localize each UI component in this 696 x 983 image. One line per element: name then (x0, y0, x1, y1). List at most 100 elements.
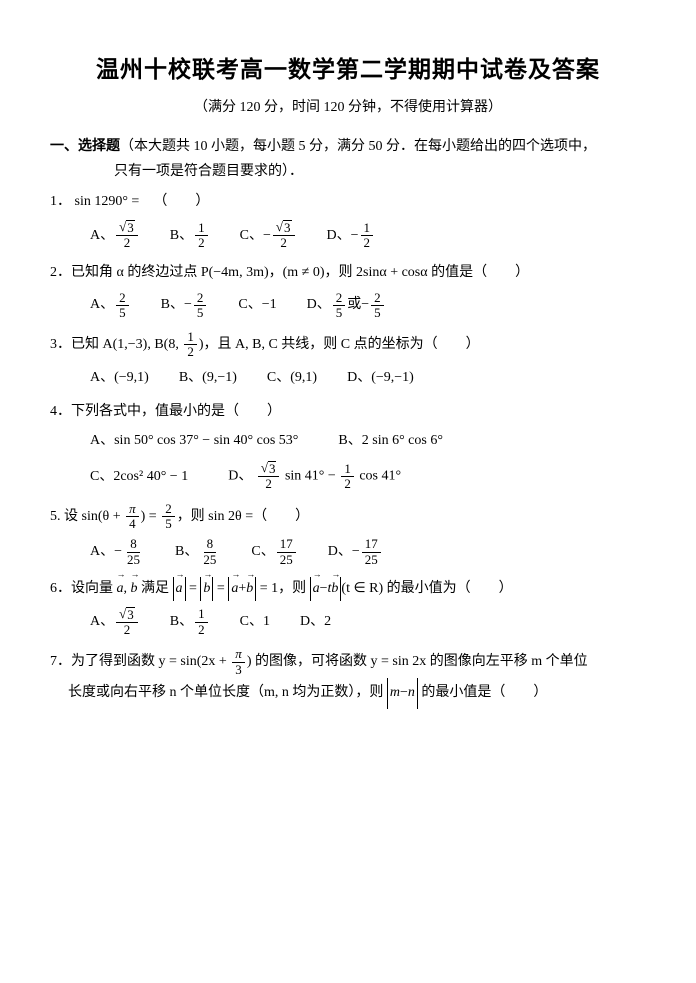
q2-options: A、 25 B、 −25 C、−1 D、 25 或 −25 (50, 291, 646, 321)
q6-mid1: 满足 (138, 581, 173, 596)
q5-options: A、 −825 B、 825 C、 1725 D、 −1725 (50, 537, 646, 567)
q5-stem-post: ，则 sin 2θ =（ ） (177, 509, 309, 524)
neg-frac-icon: −32 (263, 220, 297, 251)
post-text: cos 41° (359, 469, 401, 484)
question-3: 3．已知 A(1,−3), B(8, 12)，且 A, B, C 共线，则 C … (50, 330, 646, 389)
abs-icon: a−tb (310, 577, 342, 601)
label-b: B、 (170, 224, 193, 248)
q1-body: 1． sin 1290° = （ ） (50, 190, 646, 214)
q4-opt-a: A、sin 50° cos 37° − sin 40° cos 53° (90, 429, 298, 453)
q3-options: A、(−9,1) B、(9,−1) C、(9,1) D、(−9,−1) (50, 366, 646, 390)
frac-icon: 12 (195, 221, 208, 251)
frac-icon: 32 (116, 220, 138, 251)
frac-icon: π4 (126, 502, 139, 532)
q7-line2-post: 的最小值是（ ） (418, 685, 548, 700)
q4-stem: 下列各式中，值最小的是（ ） (71, 404, 281, 419)
section-1-header: 一、选择题（本大题共 10 小题，每小题 5 分，满分 50 分．在每小题给出的… (50, 134, 646, 184)
abs-icon: m−n (387, 678, 418, 709)
section-desc-2: 只有一项是符合题目要求的）． (50, 159, 646, 184)
q5-body: 5. 设 sin(θ + π4) = 25，则 sin 2θ =（ ） (50, 502, 646, 532)
frac-icon: 25 (162, 502, 175, 532)
q4-num: 4． (50, 404, 71, 419)
q7-body: 7．为了得到函数 y = sin(2x + π3) 的图像，可将函数 y = s… (50, 647, 646, 709)
label-a: A、 (90, 540, 114, 564)
q4-opt-c: C、2cos² 40° − 1 (90, 465, 188, 489)
frac-icon: 12 (195, 607, 208, 637)
vector-b-icon: b (131, 577, 138, 601)
frac-icon: 32 (258, 461, 280, 492)
q6-num: 6． (50, 581, 71, 596)
frac-icon: 32 (116, 607, 138, 638)
q6-opt-d: D、2 (300, 610, 331, 634)
mid-text: sin 41° − (285, 469, 339, 484)
q6-body: 6．设向量 a, b 满足 a = b = a+b = 1，则 a−tb(t ∈… (50, 577, 646, 601)
label-a: A、 (90, 293, 114, 317)
q1-options: A、 32 B、 12 C、 −32 D、 −12 (50, 220, 646, 251)
label-b: B、 (170, 610, 193, 634)
q3-opt-a: A、(−9,1) (90, 366, 149, 390)
q5-opt-d: D、 −1725 (328, 537, 383, 567)
question-1: 1． sin 1290° = （ ） A、 32 B、 12 C、 −32 D、… (50, 190, 646, 250)
q2-stem: 已知角 α 的终边过点 P(−4m, 3m)，(m ≠ 0)，则 2sinα +… (71, 265, 529, 280)
neg-frac-icon: −1725 (352, 537, 383, 567)
q1-opt-a: A、 32 (90, 220, 140, 251)
q5-opt-a: A、 −825 (90, 537, 145, 567)
q6-post: (t ∈ R) 的最小值为（ ） (341, 581, 512, 596)
label-a: A、 (90, 610, 114, 634)
frac-icon: 12 (341, 462, 354, 492)
or-text: 或 (347, 293, 361, 317)
question-5: 5. 设 sin(θ + π4) = 25，则 sin 2θ =（ ） A、 −… (50, 502, 646, 567)
q3-stem-post: )，且 A, B, C 共线，则 C 点的坐标为（ ） (199, 337, 480, 352)
q5-opt-b: B、 825 (175, 537, 221, 567)
q1-opt-d: D、 −12 (327, 221, 376, 251)
q4-body: 4．下列各式中，值最小的是（ ） (50, 400, 646, 424)
q1-blank: （ ） (153, 194, 209, 209)
q1-opt-b: B、 12 (170, 221, 210, 251)
question-7: 7．为了得到函数 y = sin(2x + π3) 的图像，可将函数 y = s… (50, 647, 646, 709)
q3-num: 3． (50, 337, 71, 352)
vector-a-icon: a (117, 577, 124, 601)
frac-icon: 25 (116, 291, 129, 321)
neg-frac-icon: −25 (184, 291, 208, 321)
q2-opt-d: D、 25 或 −25 (307, 291, 386, 321)
q3-opt-b: B、(9,−1) (179, 366, 237, 390)
abs-icon: a+b (228, 577, 256, 601)
q5-opt-c: C、 1725 (251, 537, 297, 567)
neg-frac-icon: −825 (114, 537, 145, 567)
frac-icon: 825 (200, 537, 219, 567)
q7-mid: ) 的图像，可将函数 y = sin 2x 的图像向左平移 m 个单位 (247, 654, 588, 669)
abs-icon: b (200, 577, 213, 601)
label-c: C、 (251, 540, 274, 564)
label-b: B、 (175, 540, 198, 564)
exam-page: 温州十校联考高一数学第二学期期中试卷及答案 （满分 120 分，时间 120 分… (0, 0, 696, 747)
q6-pre: 设向量 (71, 581, 117, 596)
question-2: 2．已知角 α 的终边过点 P(−4m, 3m)，(m ≠ 0)，则 2sinα… (50, 261, 646, 320)
label-d: D、 (228, 469, 252, 484)
q3-body: 3．已知 A(1,−3), B(8, 12)，且 A, B, C 共线，则 C … (50, 330, 646, 360)
q2-body: 2．已知角 α 的终边过点 P(−4m, 3m)，(m ≠ 0)，则 2sinα… (50, 261, 646, 285)
q3-opt-c: C、(9,1) (267, 366, 317, 390)
q4-opt-b: B、2 sin 6° cos 6° (338, 429, 443, 453)
q5-stem-mid: ) = (141, 509, 161, 524)
label-d: D、 (307, 293, 331, 317)
q1-num: 1． (50, 194, 71, 209)
abs-icon: a (173, 577, 186, 601)
neg-frac-icon: −25 (361, 291, 385, 321)
q1-stem: sin 1290° = (75, 194, 140, 209)
q2-num: 2． (50, 265, 71, 280)
frac-icon: π3 (232, 647, 245, 677)
q6-mid2: = 1，则 (256, 581, 309, 596)
label-d: D、 (327, 224, 351, 248)
q4-opt-d: D、 32 sin 41° − 12 cos 41° (228, 461, 401, 492)
question-4: 4．下列各式中，值最小的是（ ） A、sin 50° cos 37° − sin… (50, 400, 646, 492)
q6-opt-a: A、 32 (90, 607, 140, 638)
q5-num: 5. (50, 509, 61, 524)
q6-options: A、 32 B、 12 C、1 D、2 (50, 607, 646, 638)
q7-pre: 为了得到函数 y = sin(2x + (71, 654, 230, 669)
section-label: 一、选择题 (50, 139, 120, 154)
q3-opt-d: D、(−9,−1) (347, 366, 414, 390)
q7-line2-pre: 长度或向右平移 n 个单位长度（m, n 均为正数），则 (50, 685, 387, 700)
q6-opt-b: B、 12 (170, 607, 210, 637)
neg-frac-icon: −12 (351, 221, 375, 251)
label-a: A、 (90, 224, 114, 248)
